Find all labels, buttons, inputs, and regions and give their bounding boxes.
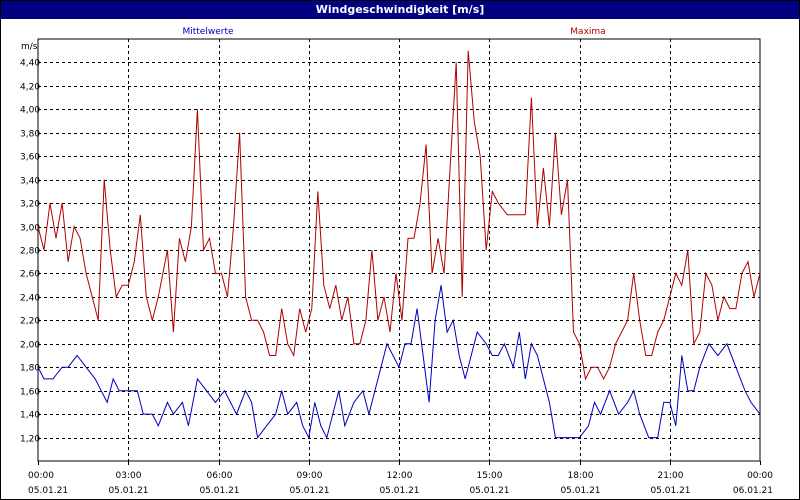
y-tick-label: 3,60 <box>20 153 40 163</box>
y-tick-label: 2,40 <box>20 294 40 304</box>
legend-mittelwerte: Mittelwerte <box>182 27 233 37</box>
x-tick-time: 06:00 <box>207 471 233 481</box>
x-tick-time: 15:00 <box>477 471 503 481</box>
y-tick-label: 2,80 <box>20 247 40 257</box>
y-tick-label: 1,60 <box>20 388 40 398</box>
y-tick-label: 1,20 <box>20 435 40 445</box>
y-axis-unit: m/s <box>21 42 38 52</box>
y-tick-label: 4,20 <box>20 83 40 93</box>
chart-title: Windgeschwindigkeit [m/s] <box>1 1 799 19</box>
x-tick-date: 05.01.21 <box>650 486 690 496</box>
x-tick-date: 05.01.21 <box>289 486 329 496</box>
y-tick-label: 1,80 <box>20 364 40 374</box>
x-tick-date: 05.01.21 <box>379 486 419 496</box>
y-tick-label: 2,60 <box>20 270 40 280</box>
x-tick-time: 03:00 <box>116 471 142 481</box>
x-tick-date: 05.01.21 <box>560 486 600 496</box>
x-tick-date: 05.01.21 <box>28 486 68 496</box>
y-tick-label: 4,00 <box>20 106 40 116</box>
series-line-mittelwerte <box>37 285 761 440</box>
x-tick-time: 18:00 <box>568 471 594 481</box>
x-tick-date: 05.01.21 <box>199 486 239 496</box>
x-tick-date: 05.01.21 <box>108 486 148 496</box>
y-tick-label: 3,80 <box>20 130 40 140</box>
x-tick-time: 21:00 <box>658 471 684 481</box>
x-tick-date: 06.01.21 <box>733 486 773 496</box>
x-tick-time: 09:00 <box>297 471 323 481</box>
y-tick-label: 3,40 <box>20 177 40 187</box>
legend-maxima: Maxima <box>570 27 605 37</box>
x-tick-date: 05.01.21 <box>469 486 509 496</box>
x-tick-time: 00:00 <box>28 471 54 481</box>
y-tick-label: 2,20 <box>20 317 40 327</box>
y-tick-label: 1,40 <box>20 411 40 421</box>
x-tick-time: 00:00 <box>747 471 773 481</box>
y-tick-label: 4,40 <box>20 59 40 69</box>
y-tick-label: 2,00 <box>20 341 40 351</box>
x-tick-time: 12:00 <box>387 471 413 481</box>
y-tick-label: 3,00 <box>20 224 40 234</box>
series-line-maxima <box>37 50 761 381</box>
y-tick-label: 3,20 <box>20 200 40 210</box>
